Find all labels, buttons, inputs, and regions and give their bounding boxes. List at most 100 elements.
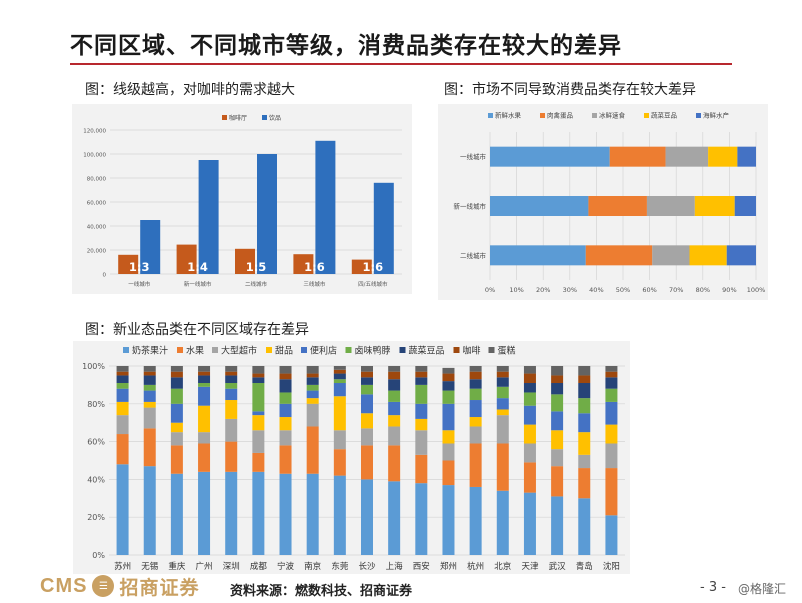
bar-segment [646,196,695,216]
bar-segment [726,245,756,266]
bar-segment [523,443,536,463]
legend-label: 蛋糕 [498,345,516,357]
bar-segment [198,432,211,444]
bar-segment [469,371,482,380]
x-tick-label: 重庆 [168,561,186,572]
bar-segment [605,401,618,425]
y-tick-label: 100% [82,362,105,371]
bar-segment [252,415,265,431]
legend-swatch [488,347,495,353]
watermark: @格隆汇 [738,582,787,596]
bar-segment [523,366,536,374]
bar-segment [469,443,482,487]
bar-segment [306,377,319,385]
y-tick-label: 40% [87,475,105,484]
bar-segment [306,426,319,474]
bar-segment [143,390,156,402]
bar-segment [333,475,346,555]
y-tick-label: 0 [103,273,107,279]
bar-segment [170,366,183,372]
legend-label: 大型超市 [221,345,257,357]
bar-drinks [198,160,219,274]
y-tick-label: 60,000 [87,201,107,207]
bar-segment [469,417,482,427]
chart1-panel: 0 20,000 40,000 60,000 80,000 100,000 120,000 1… [72,104,412,294]
x-tick-label: 30% [563,286,577,294]
source-note: 资料来源：燃数科技、招商证券 [230,584,413,599]
bar-segment [388,379,401,391]
bar-segment [333,449,346,476]
bar-segment [469,388,482,401]
y-tick-label: 80% [87,400,105,409]
legend-label: 蔬菜豆品 [651,111,677,120]
bar-segment [442,430,455,444]
bar-segment [279,392,292,404]
x-tick-label: 100% [747,286,766,294]
bar-segment [588,196,647,216]
bar-segment [279,430,292,446]
bar-segment [252,411,265,416]
bar-segment [551,411,564,431]
bar-segment [361,377,373,385]
bar-segment [333,379,346,384]
bar-segment [388,415,401,427]
bar-segment [415,377,428,385]
chart1-caption: 图：线级越高，对咖啡的需求越大 [85,82,295,98]
x-tick-label: 南京 [304,561,321,572]
legend-swatch [488,113,493,118]
bar-cafe [176,244,197,274]
bar-segment [415,403,428,419]
y-tick-label: 一线城市 [460,152,487,161]
bar-segment [361,413,373,429]
bar-segment [198,383,211,387]
bar-segment [306,398,319,404]
bar-segment [442,485,455,555]
bar-segment [737,146,756,167]
x-tick-label: 武汉 [549,561,567,572]
x-tick-label: 20% [536,286,550,294]
bar-segment [388,390,401,402]
y-tick-label: 新一线城市 [454,202,487,211]
bar-segment [143,401,156,408]
legend-swatch [301,347,307,353]
legend-swatch [222,115,227,120]
bar-drinks [140,220,161,274]
bar-segment [225,418,238,442]
bar-segment [116,434,129,465]
bar-segment [252,452,265,472]
bar-segment [605,371,618,378]
bar-segment [665,146,709,167]
bar-segment [116,388,129,402]
bar-segment [170,377,183,389]
legend-label: 肉禽蛋品 [547,111,573,120]
y-tick-label: 40,000 [87,225,107,231]
bar-segment [361,445,373,480]
x-tick-label: 广州 [196,561,213,572]
bar-segment [333,396,346,431]
bar-segment [170,473,183,555]
bar-segment [490,245,586,266]
bar-segment [605,366,618,372]
x-tick-label: 60% [642,286,656,294]
ratio-label: 1:6 [362,260,383,274]
bar-segment [578,498,591,555]
bar-segment [605,388,618,402]
bar-segment [708,146,738,167]
bar-cafe [351,259,372,274]
bar-segment [496,415,509,444]
bar-segment [523,462,536,493]
bar-segment [306,366,319,374]
bar-segment [496,490,509,555]
bar-segment [225,400,238,419]
x-tick-label: 40% [589,286,603,294]
bar-segment [442,373,455,382]
bar-segment [361,479,373,555]
bar-segment [143,371,156,376]
bar-segment [143,428,156,467]
chart2-panel: 0% 10% 20% 30% 40% 50% 60% 70% 80% 90% 100% 一线城市 新一线… [438,104,768,300]
bar-segment [551,383,564,395]
bar-segment [578,413,591,433]
x-tick-label: 二线城市 [245,280,268,288]
bar-segment [361,428,373,446]
logo-cn-text: 招商证券 [119,577,200,599]
